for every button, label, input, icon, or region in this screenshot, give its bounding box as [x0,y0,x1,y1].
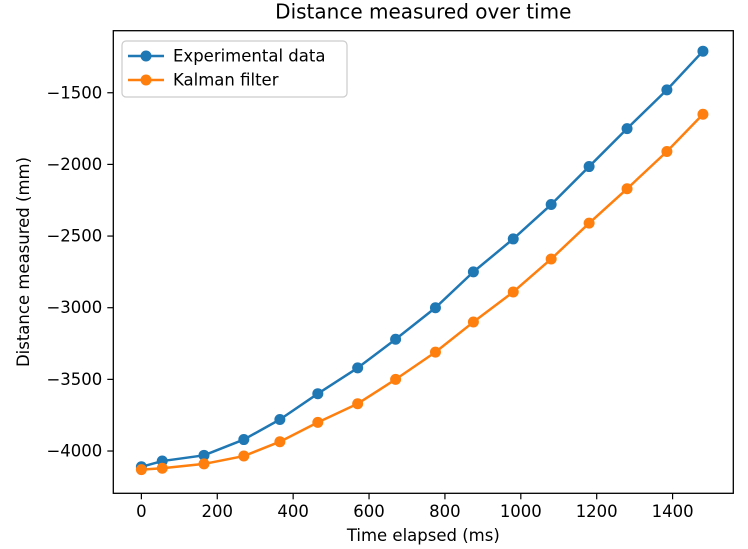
marker-experimental-data [621,123,633,135]
marker-kalman-filter [390,373,402,385]
marker-experimental-data [312,388,324,400]
marker-experimental-data [198,449,210,461]
marker-kalman-filter [352,398,364,410]
x-tick-label: 800 [429,502,461,521]
legend-label-experimental-data: Experimental data [173,47,325,66]
plot-area: 0 200 400 600 800 1000 1200 1400 −1500 −2000 −2500… [46,30,734,521]
marker-kalman-filter [545,253,557,265]
legend-frame [121,40,348,98]
legend-rows: Experimental data Kalman filter [128,47,325,90]
marker-experimental-data [274,413,286,425]
legend: Experimental data Kalman filter [121,40,348,98]
y-tick-label: −1500 [46,83,102,102]
marker-experimental-data [352,362,364,374]
x-tick-label: 0 [136,502,147,521]
legend-handle-marker-kalman-filter [140,74,152,86]
marker-kalman-filter [238,450,250,462]
x-tick-label: 200 [202,502,234,521]
marker-experimental-data [238,434,250,446]
marker-experimental-data [583,161,595,173]
y-tick-label: −2500 [46,227,102,246]
marker-experimental-data [661,84,673,96]
marker-kalman-filter [697,108,709,120]
x-tick-label: 400 [277,502,309,521]
line-kalman-filter [141,113,704,471]
marker-kalman-filter [583,217,595,229]
marker-kalman-filter [156,462,168,474]
x-tick-label: 1000 [500,502,542,521]
x-tick-label: 1400 [652,502,694,521]
x-tick-label: 600 [353,502,385,521]
marker-experimental-data [429,302,441,314]
marker-kalman-filter [661,146,673,158]
marker-kalman-filter [198,458,210,470]
y-tick-label: −3500 [46,370,102,389]
legend-label-kalman-filter: Kalman filter [173,71,279,90]
y-axis-label: Distance measured (mm) [14,157,33,367]
marker-experimental-data [467,266,479,278]
marker-kalman-filter [135,464,147,476]
marker-kalman-filter [467,316,479,328]
marker-kalman-filter [621,183,633,195]
marker-kalman-filter [274,436,286,448]
x-tick-label: 1200 [576,502,618,521]
marker-kalman-filter [507,286,519,298]
marker-kalman-filter [312,416,324,428]
line-experimental-data [141,50,704,468]
y-tick-label: −4000 [46,442,102,461]
marker-experimental-data [507,233,519,245]
y-tick-label: −3000 [46,298,102,317]
plot-border [112,30,734,494]
chart-title: Distance measured over time [275,0,571,24]
marker-experimental-data [545,199,557,211]
marker-experimental-data [697,45,709,57]
y-tick-label: −2000 [46,155,102,174]
marker-kalman-filter [429,346,441,358]
legend-handle-marker-experimental-data [140,50,152,62]
marker-experimental-data [390,333,402,345]
x-axis-label: Time elapsed (ms) [346,526,500,545]
